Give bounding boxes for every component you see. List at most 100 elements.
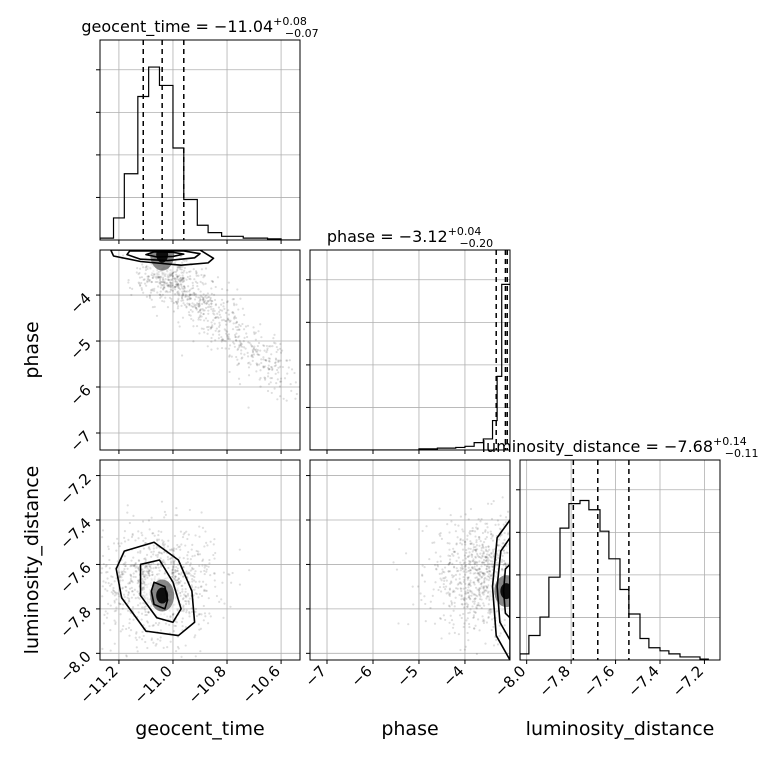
scatter-point xyxy=(462,530,465,533)
scatter-point xyxy=(267,372,270,375)
scatter-point xyxy=(185,562,188,565)
scatter-point xyxy=(236,288,239,291)
scatter-point xyxy=(152,544,155,547)
scatter-point xyxy=(155,642,158,646)
scatter-point xyxy=(234,335,237,338)
scatter-point xyxy=(474,611,477,614)
scatter-point xyxy=(218,323,221,327)
scatter-point xyxy=(163,543,166,546)
scatter-point xyxy=(181,296,184,299)
scatter-point xyxy=(235,320,238,323)
scatter-point xyxy=(203,274,206,277)
scatter-point xyxy=(198,310,201,313)
scatter-point xyxy=(485,570,488,573)
scatter-point xyxy=(488,548,491,551)
scatter-point xyxy=(485,586,488,589)
scatter-point xyxy=(478,544,481,547)
scatter-point xyxy=(202,296,205,299)
scatter-point xyxy=(198,553,202,556)
scatter-point xyxy=(203,569,206,572)
scatter-point xyxy=(475,526,478,529)
scatter-point xyxy=(124,570,127,574)
scatter-point xyxy=(226,289,229,292)
scatter-point xyxy=(199,294,202,297)
scatter-point xyxy=(226,330,229,333)
scatter-point xyxy=(148,569,151,573)
scatter-point xyxy=(480,581,484,584)
scatter-point xyxy=(186,290,189,293)
scatter-point xyxy=(187,551,190,554)
scatter-point xyxy=(468,569,471,572)
scatter-point xyxy=(153,534,156,537)
scatter-point xyxy=(459,587,463,591)
scatter-point xyxy=(482,550,485,553)
scatter-point xyxy=(230,581,233,584)
scatter-point xyxy=(186,561,189,564)
scatter-point xyxy=(168,548,172,551)
scatter-point xyxy=(431,594,434,597)
scatter-point xyxy=(496,643,500,646)
scatter-point xyxy=(188,293,191,297)
scatter-point xyxy=(474,550,478,553)
scatter-point xyxy=(439,534,442,537)
scatter-point xyxy=(177,266,180,269)
scatter-point xyxy=(482,586,486,589)
scatter-point xyxy=(93,604,95,606)
scatter-point xyxy=(495,610,498,613)
scatter-point xyxy=(478,560,481,563)
scatter-point xyxy=(172,630,176,633)
scatter-point xyxy=(177,279,180,282)
scatter-point xyxy=(137,579,140,582)
panel-title: geocent_time = −11.04+0.08 −0.07 xyxy=(81,15,318,40)
scatter-point xyxy=(181,280,184,284)
scatter-point xyxy=(503,562,506,565)
scatter-point xyxy=(156,538,159,541)
scatter-point xyxy=(459,537,462,541)
scatter-point xyxy=(487,578,490,582)
scatter-point xyxy=(170,282,174,285)
scatter-point xyxy=(114,621,117,624)
scatter-point xyxy=(502,563,505,567)
scatter-point xyxy=(128,618,131,621)
scatter-point xyxy=(139,267,142,270)
scatter-point xyxy=(488,612,492,615)
scatter-point xyxy=(278,395,282,398)
scatter-point xyxy=(162,280,165,284)
scatter-point xyxy=(175,565,178,569)
scatter-point xyxy=(485,549,488,553)
scatter-point xyxy=(483,581,486,584)
scatter-point xyxy=(141,570,145,573)
scatter-point xyxy=(491,539,495,542)
scatter-point xyxy=(522,558,524,560)
scatter-point xyxy=(218,600,221,603)
scatter-point xyxy=(181,575,185,578)
scatter-point xyxy=(160,565,163,568)
scatter-point xyxy=(448,621,451,624)
scatter-point xyxy=(141,263,144,266)
scatter-point xyxy=(479,574,482,578)
scatter-point xyxy=(200,594,204,598)
scatter-point xyxy=(209,327,212,330)
scatter-point xyxy=(200,295,203,298)
scatter-point xyxy=(143,557,146,560)
scatter-point xyxy=(462,625,465,629)
scatter-point xyxy=(481,572,484,575)
scatter-point xyxy=(214,339,217,342)
scatter-point xyxy=(172,550,175,553)
scatter-point xyxy=(474,611,477,614)
scatter-point xyxy=(262,358,265,361)
scatter-point xyxy=(448,605,451,608)
scatter-point xyxy=(146,621,150,624)
scatter-point xyxy=(478,568,481,571)
scatter-point xyxy=(179,276,183,280)
scatter-point xyxy=(181,588,184,591)
scatter-point xyxy=(449,513,452,517)
scatter-point xyxy=(218,329,221,332)
scatter-point xyxy=(453,550,456,554)
scatter-point xyxy=(256,352,259,356)
scatter-point xyxy=(473,581,476,584)
scatter-point xyxy=(475,576,478,579)
scatter-point xyxy=(188,297,191,300)
scatter-point xyxy=(210,287,213,290)
scatter-point xyxy=(192,340,195,343)
